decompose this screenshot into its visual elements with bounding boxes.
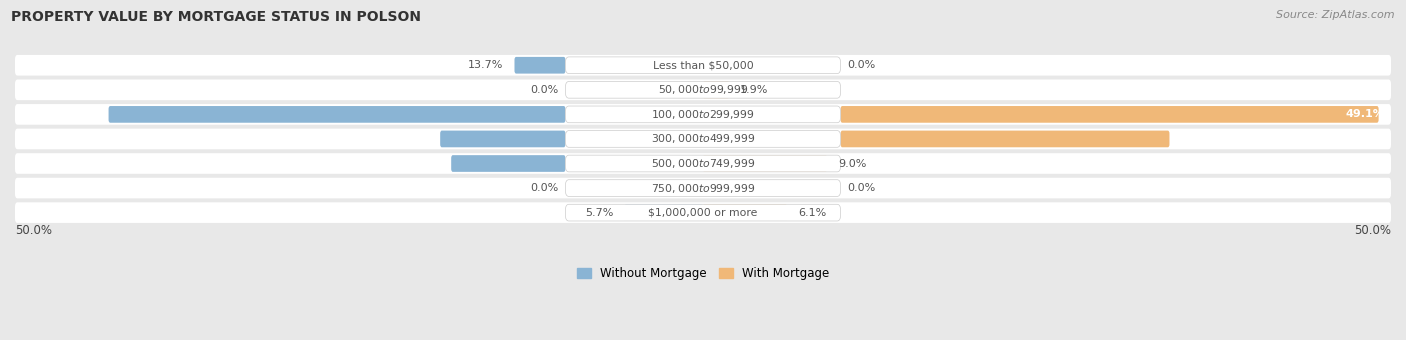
FancyBboxPatch shape <box>624 204 703 221</box>
Text: 9.0%: 9.0% <box>838 158 866 169</box>
FancyBboxPatch shape <box>565 82 841 98</box>
Text: $100,000 to $299,999: $100,000 to $299,999 <box>651 108 755 121</box>
FancyBboxPatch shape <box>841 131 1170 147</box>
FancyBboxPatch shape <box>565 180 841 197</box>
Text: 50.0%: 50.0% <box>1354 224 1391 237</box>
FancyBboxPatch shape <box>15 129 1391 149</box>
Text: 0.0%: 0.0% <box>530 183 558 193</box>
FancyBboxPatch shape <box>565 106 841 123</box>
FancyBboxPatch shape <box>565 204 841 221</box>
FancyBboxPatch shape <box>565 131 841 147</box>
FancyBboxPatch shape <box>451 155 565 172</box>
Text: 0.0%: 0.0% <box>530 85 558 95</box>
Text: 6.1%: 6.1% <box>799 208 827 218</box>
FancyBboxPatch shape <box>15 178 1391 198</box>
Text: 19.1%: 19.1% <box>22 134 60 144</box>
Text: 13.7%: 13.7% <box>468 60 503 70</box>
Text: 49.1%: 49.1% <box>1346 109 1384 119</box>
Text: $1,000,000 or more: $1,000,000 or more <box>648 208 758 218</box>
Text: 5.7%: 5.7% <box>585 208 613 218</box>
Text: $750,000 to $999,999: $750,000 to $999,999 <box>651 182 755 194</box>
Text: 0.0%: 0.0% <box>848 183 876 193</box>
Text: $300,000 to $499,999: $300,000 to $499,999 <box>651 133 755 146</box>
Text: 43.2%: 43.2% <box>22 109 60 119</box>
FancyBboxPatch shape <box>703 204 787 221</box>
FancyBboxPatch shape <box>565 57 841 73</box>
FancyBboxPatch shape <box>440 131 565 147</box>
Text: 1.9%: 1.9% <box>740 85 769 95</box>
Text: $500,000 to $749,999: $500,000 to $749,999 <box>651 157 755 170</box>
FancyBboxPatch shape <box>703 155 827 172</box>
FancyBboxPatch shape <box>565 155 841 172</box>
Text: $50,000 to $99,999: $50,000 to $99,999 <box>658 83 748 96</box>
FancyBboxPatch shape <box>15 55 1391 75</box>
Text: Source: ZipAtlas.com: Source: ZipAtlas.com <box>1277 10 1395 20</box>
Text: 0.0%: 0.0% <box>848 60 876 70</box>
Text: 50.0%: 50.0% <box>15 224 52 237</box>
FancyBboxPatch shape <box>108 106 565 123</box>
FancyBboxPatch shape <box>15 153 1391 174</box>
Text: 33.9%: 33.9% <box>1346 134 1384 144</box>
FancyBboxPatch shape <box>15 80 1391 100</box>
FancyBboxPatch shape <box>703 82 730 98</box>
Text: 18.3%: 18.3% <box>22 158 60 169</box>
Text: PROPERTY VALUE BY MORTGAGE STATUS IN POLSON: PROPERTY VALUE BY MORTGAGE STATUS IN POL… <box>11 10 422 24</box>
FancyBboxPatch shape <box>515 57 565 73</box>
FancyBboxPatch shape <box>15 202 1391 223</box>
FancyBboxPatch shape <box>15 104 1391 125</box>
FancyBboxPatch shape <box>841 106 1379 123</box>
Text: Less than $50,000: Less than $50,000 <box>652 60 754 70</box>
Legend: Without Mortgage, With Mortgage: Without Mortgage, With Mortgage <box>572 262 834 285</box>
